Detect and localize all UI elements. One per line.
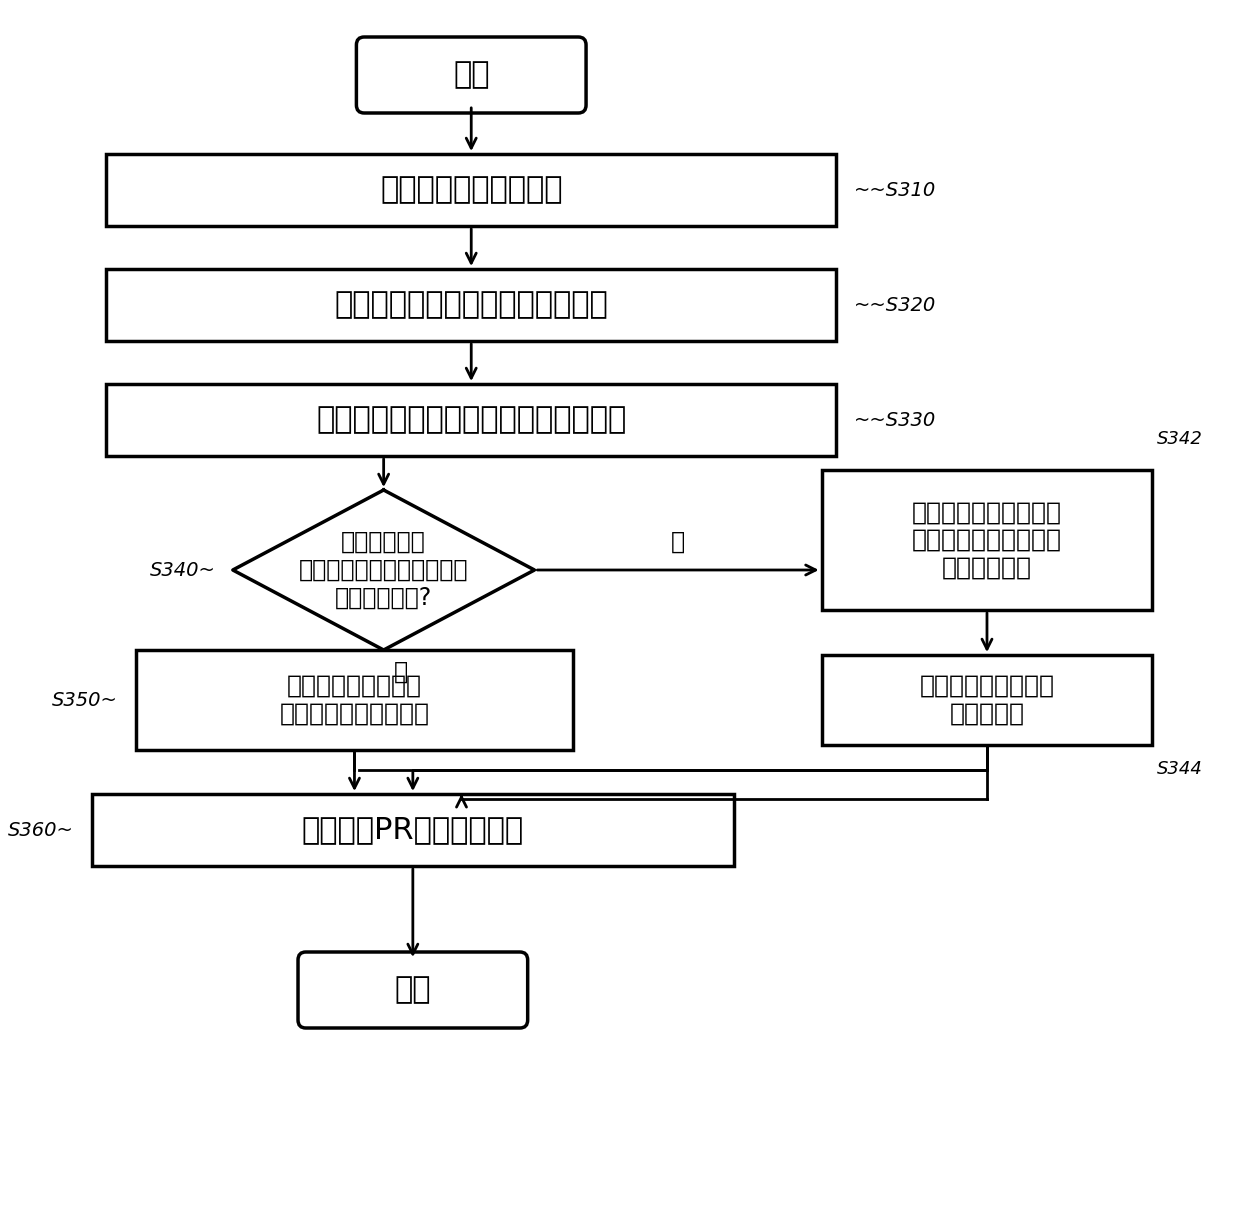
Text: S344: S344 <box>1157 761 1203 778</box>
Text: 否: 否 <box>671 530 684 554</box>
Text: ~~S310: ~~S310 <box>853 181 936 199</box>
Text: 将根据替换声学信息
的频谱定义为估计参考: 将根据替换声学信息 的频谱定义为估计参考 <box>279 674 429 725</box>
Text: 将相等后的频谱设置
为估计参考: 将相等后的频谱设置 为估计参考 <box>920 674 1054 725</box>
Text: S350~: S350~ <box>52 690 118 710</box>
Text: ~~S320: ~~S320 <box>853 296 936 314</box>
Text: 开始: 开始 <box>453 61 490 90</box>
Bar <box>107 269 836 341</box>
Text: 根据替换声学
信息的频谱是否大于消音室
中的传输函数?: 根据替换声学 信息的频谱是否大于消音室 中的传输函数? <box>299 530 469 610</box>
Text: 结束: 结束 <box>394 975 432 1004</box>
Bar <box>107 154 836 226</box>
Polygon shape <box>233 490 534 650</box>
Bar <box>822 469 1152 610</box>
Text: S340~: S340~ <box>150 560 216 580</box>
Text: S360~: S360~ <box>9 820 74 839</box>
Text: ~~S330: ~~S330 <box>853 410 936 429</box>
Text: S342: S342 <box>1157 429 1203 448</box>
FancyBboxPatch shape <box>356 38 587 113</box>
Text: 是: 是 <box>393 660 408 684</box>
Text: 在支架上安装测试目标: 在支架上安装测试目标 <box>379 176 563 205</box>
Text: 通过计算PR值来估计纯音: 通过计算PR值来估计纯音 <box>301 815 525 844</box>
FancyBboxPatch shape <box>298 952 528 1027</box>
Bar <box>107 385 836 456</box>
Text: 使用声学补偿算法转换成替换声学信息: 使用声学补偿算法转换成替换声学信息 <box>316 405 626 434</box>
Bar <box>92 795 734 866</box>
Text: 在遮蔽状态中测量测试目标的噪音: 在遮蔽状态中测量测试目标的噪音 <box>335 290 608 319</box>
Text: 在消音室中使传输函数
和根据替换声学信息的
频谱彼此相等: 在消音室中使传输函数 和根据替换声学信息的 频谱彼此相等 <box>911 500 1061 580</box>
Bar <box>822 655 1152 745</box>
Bar <box>135 650 573 750</box>
